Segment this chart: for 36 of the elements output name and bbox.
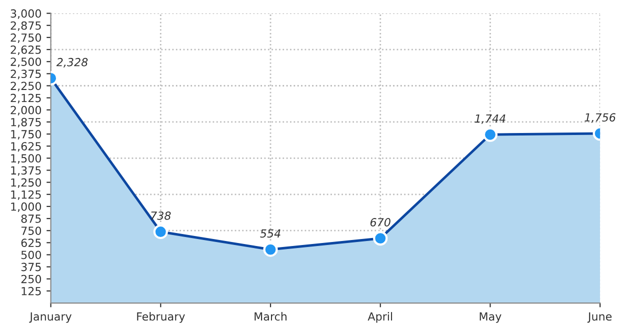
y-tick-label: 2,375 — [10, 70, 41, 80]
y-tick-label: 3,000 — [10, 9, 42, 19]
text: 554 — [260, 229, 280, 238]
y-tick-label: 1,500 — [11, 154, 42, 164]
y-tick-label: 125 — [22, 286, 41, 296]
y-tick-label: 1,125 — [11, 190, 41, 200]
y-tick-label: 750 — [21, 226, 42, 235]
y-tick-label: 2,750 — [10, 33, 42, 43]
y-tick-label: 1,250 — [11, 178, 42, 188]
y-tick-label: 1,750 — [11, 130, 42, 140]
x-tick-label: April — [368, 312, 392, 323]
y-tick-label: 1,625 — [11, 142, 41, 152]
y-tick-label: 2,500 — [10, 58, 42, 68]
text: 738 — [151, 211, 171, 220]
text: 2,328 — [56, 58, 88, 68]
x-tick-label: June — [587, 312, 612, 323]
y-tick-label: 375 — [21, 262, 41, 272]
y-tick-label: 2,875 — [10, 21, 41, 31]
y-tick-label: 250 — [21, 274, 42, 284]
y-tick-label: 2,250 — [10, 82, 42, 92]
y-tick-label: 1,875 — [11, 118, 41, 128]
y-tick-label: 500 — [21, 250, 42, 260]
text: 1,756 — [584, 113, 616, 123]
y-tick-label: 625 — [21, 238, 41, 248]
text: 670 — [370, 218, 390, 226]
y-tick-label: 1,000 — [11, 202, 42, 212]
x-tick-label: May — [480, 312, 502, 323]
x-tick-label: February — [137, 312, 185, 323]
y-tick-label: 2,625 — [10, 46, 41, 56]
y-tick-label: 1,375 — [11, 166, 41, 176]
x-tick-label: January — [29, 312, 72, 323]
y-tick-label: 875 — [21, 214, 41, 223]
y-tick-label: 2,125 — [10, 94, 41, 104]
y-tick-label: 2,000 — [10, 106, 42, 116]
x-tick-label: March — [254, 312, 286, 321]
text: 1,744 — [474, 114, 506, 124]
